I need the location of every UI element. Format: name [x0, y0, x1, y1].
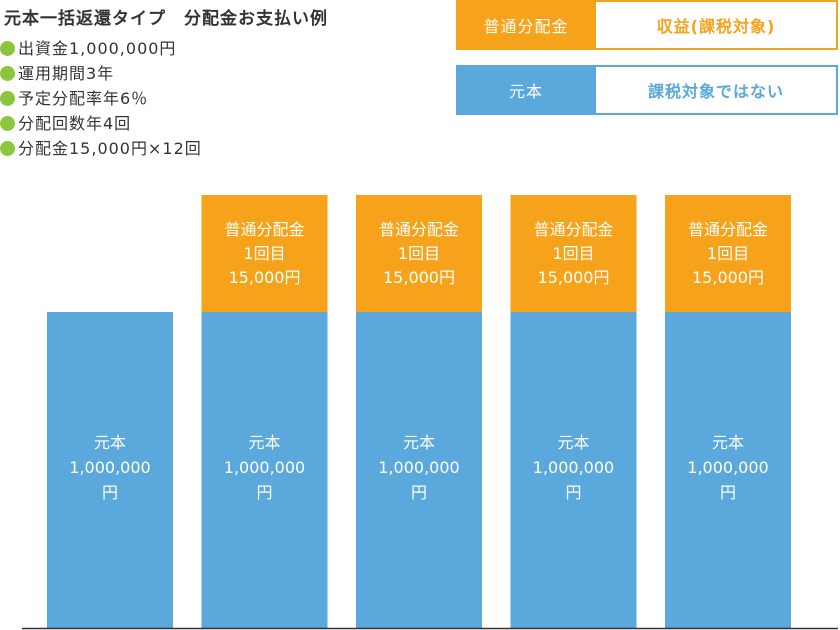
principal-bar — [665, 312, 791, 628]
principal-bar-label: 1,000,000 — [69, 458, 150, 477]
principal-bar-label: 元本 — [403, 433, 435, 452]
principal-bar-label: 元本 — [557, 433, 589, 452]
distribution-bar-label: 15,000円 — [229, 268, 301, 287]
distribution-bar-label: 1回目 — [398, 244, 440, 263]
legend-principal-desc: 課税対象ではない — [596, 67, 836, 113]
distribution-bar — [665, 195, 791, 312]
principal-bar-label: 1,000,000 — [378, 458, 459, 477]
principal-bar — [510, 312, 637, 628]
distribution-bar-label: 15,000円 — [692, 268, 764, 287]
chart-title: 元本一括返還タイプ 分配金お支払い例 — [4, 9, 328, 29]
distribution-bar-label: 普通分配金 — [379, 220, 459, 239]
distribution-bar — [201, 195, 328, 312]
bullet-icon — [0, 66, 15, 81]
distribution-bar-label: 普通分配金 — [688, 220, 768, 239]
distribution-bar-label: 15,000円 — [383, 268, 455, 287]
principal-bar-label: 1,000,000 — [224, 458, 305, 477]
distribution-bar-label: 1回目 — [552, 244, 594, 263]
bullet-icon — [0, 116, 15, 131]
legend-distribution: 普通分配金 収益(課税対象) — [456, 0, 838, 50]
principal-bar-label: 円 — [565, 483, 581, 502]
principal-bar-label: 元本 — [248, 433, 280, 452]
distribution-bar-label: 1回目 — [707, 244, 749, 263]
legend-distribution-key: 普通分配金 — [456, 0, 596, 50]
principal-bar — [201, 312, 328, 628]
condition-item: 予定分配率年6％ — [0, 86, 202, 111]
bullet-icon — [0, 41, 15, 56]
principal-bar-label: 円 — [256, 483, 272, 502]
bullet-icon — [0, 91, 15, 106]
legend-principal-key: 元本 — [456, 65, 596, 115]
principal-bar-label: 1,000,000 — [687, 458, 768, 477]
distribution-bar — [356, 195, 482, 312]
principal-bar-label: 元本 — [712, 433, 744, 452]
principal-bar-label: 円 — [102, 483, 118, 502]
condition-item: 分配金15,000円×12回 — [0, 136, 202, 161]
principal-bar-label: 1,000,000 — [533, 458, 614, 477]
condition-item: 分配回数年4回 — [0, 111, 202, 136]
distribution-bar — [510, 195, 637, 312]
condition-item: 運用期間3年 — [0, 61, 202, 86]
principal-bar — [47, 312, 173, 628]
condition-item: 出資金1,000,000円 — [0, 36, 202, 61]
legend-distribution-desc: 収益(課税対象) — [596, 2, 836, 48]
principal-bar — [356, 312, 482, 628]
distribution-bar-label: 15,000円 — [538, 268, 610, 287]
distribution-bar-label: 普通分配金 — [224, 220, 304, 239]
legend-principal: 元本 課税対象ではない — [456, 65, 838, 115]
distribution-bar-label: 1回目 — [243, 244, 285, 263]
bullet-icon — [0, 141, 15, 156]
principal-bar-label: 円 — [720, 483, 736, 502]
conditions-list: 出資金1,000,000円 運用期間3年 予定分配率年6％ 分配回数年4回 分配… — [0, 36, 202, 161]
principal-bar-label: 元本 — [94, 433, 126, 452]
distribution-bar-label: 普通分配金 — [533, 220, 613, 239]
principal-bar-label: 円 — [411, 483, 427, 502]
